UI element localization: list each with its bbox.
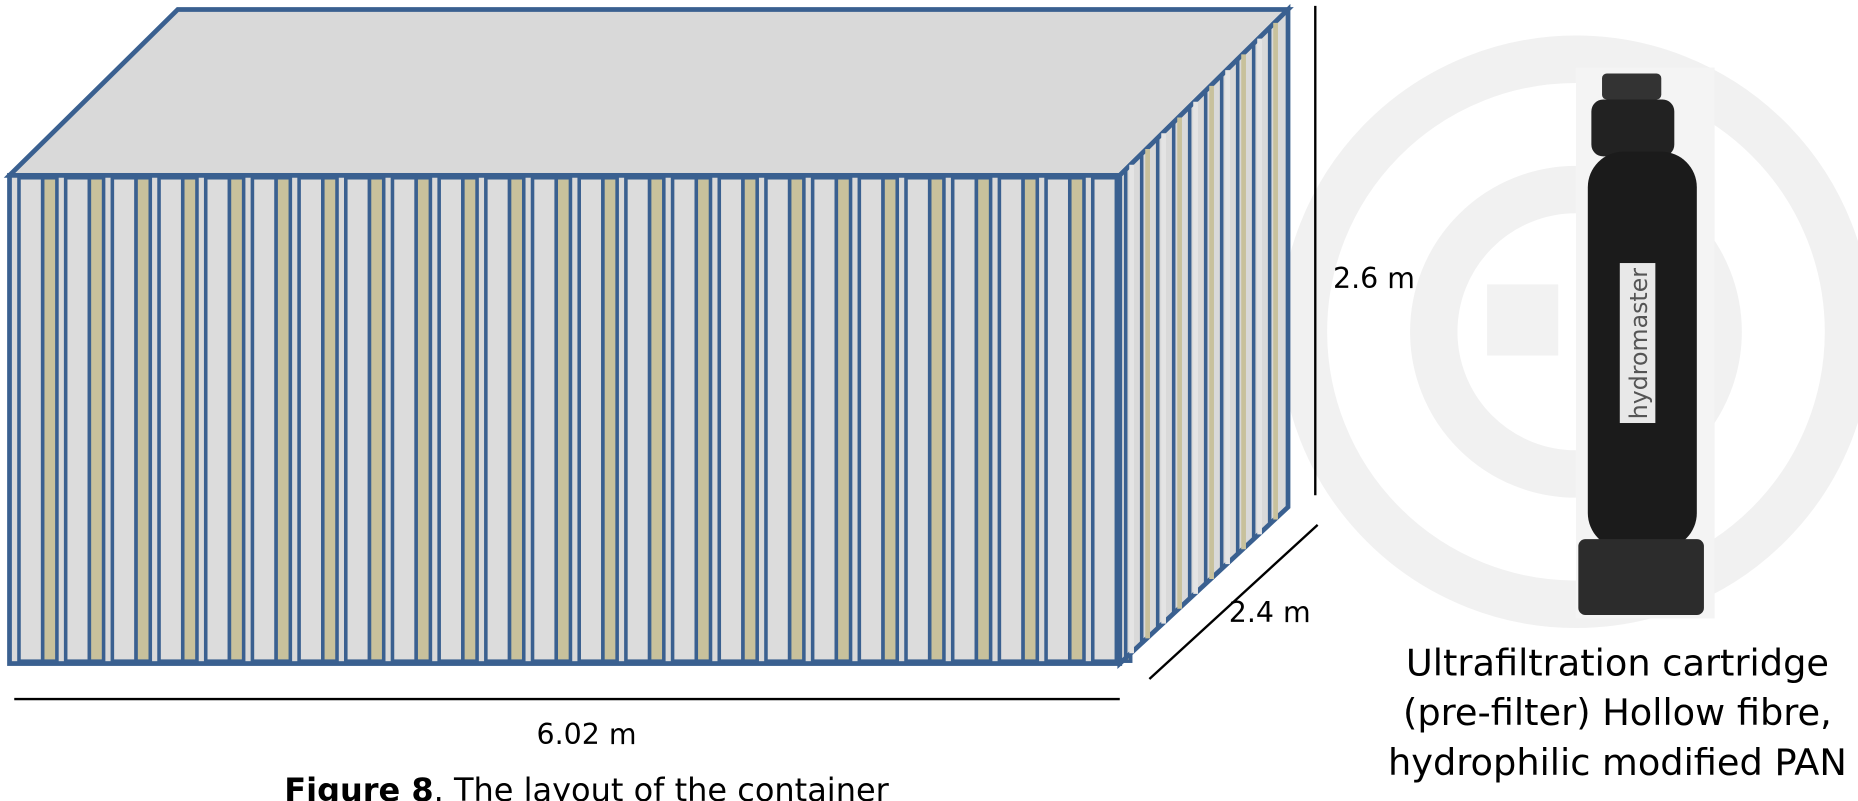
container xyxy=(10,9,1289,663)
rib-panel xyxy=(206,178,230,661)
rib-panel xyxy=(346,178,370,661)
rib-panel xyxy=(392,178,416,661)
rib-panel xyxy=(999,178,1023,661)
rib-strip xyxy=(43,178,57,661)
rib-panel xyxy=(906,178,930,661)
rib-panel xyxy=(533,178,557,661)
rib-strip xyxy=(416,178,430,661)
rib-strip xyxy=(790,178,804,661)
page: {"dimensions": {"height": "2.6 m", "dept… xyxy=(0,0,1858,801)
rib-panel xyxy=(486,178,510,661)
rib-strip xyxy=(136,178,150,661)
rib-panel xyxy=(66,178,90,661)
rib-strip xyxy=(463,178,477,661)
rib-panel xyxy=(626,178,650,661)
figure: 2.6 m 2.4 m 6.02 m Figure 8. The layout … xyxy=(0,0,1858,801)
rib-panel xyxy=(252,178,276,661)
rib-panel xyxy=(859,178,883,661)
rib-strip xyxy=(323,178,337,661)
rib-strip xyxy=(1023,178,1037,661)
rib-strip xyxy=(743,178,757,661)
rib-strip xyxy=(276,178,290,661)
figure-text: . The layout of the container xyxy=(434,771,890,801)
rib-strip xyxy=(603,178,617,661)
rib-strip xyxy=(976,178,990,661)
rib-strip xyxy=(229,178,243,661)
rib-strip xyxy=(556,178,570,661)
rib-panel xyxy=(673,178,697,661)
cartridge-caption: Ultrafiltration cartridge (pre-filter) Ho… xyxy=(1388,641,1847,784)
cartridge-base xyxy=(1578,539,1704,615)
caption-line: Ultrafiltration cartridge xyxy=(1406,641,1829,684)
rib-panel xyxy=(579,178,603,661)
caption-line: hydrophilic modified PAN xyxy=(1388,741,1847,784)
length-label: 6.02 m xyxy=(537,718,637,751)
valve-head xyxy=(1602,73,1661,99)
container-top xyxy=(10,9,1289,175)
rib-strip xyxy=(183,178,197,661)
rib-panel xyxy=(719,178,743,661)
rib-strip xyxy=(510,178,524,661)
height-label: 2.6 m xyxy=(1333,262,1415,295)
rib-panel xyxy=(813,178,837,661)
caption-line: (pre-filter) Hollow fibre, xyxy=(1403,691,1832,734)
rib-panel xyxy=(1046,178,1070,661)
rib-panel xyxy=(159,178,183,661)
figure-label: Figure 8 xyxy=(284,771,433,801)
watermark-square xyxy=(1487,284,1558,355)
rib-panel xyxy=(19,178,43,661)
rib-panel xyxy=(1093,178,1117,661)
brand-label: hydromaster xyxy=(1625,268,1653,420)
rib-panel xyxy=(766,178,790,661)
figure-caption: Figure 8. The layout of the container xyxy=(284,771,889,801)
rib-panel xyxy=(299,178,323,661)
rib-strip xyxy=(650,178,664,661)
rib-strip xyxy=(369,178,383,661)
valve-body xyxy=(1591,100,1674,157)
rib-strip xyxy=(883,178,897,661)
rib-strip xyxy=(89,178,103,661)
rib-panel xyxy=(953,178,977,661)
rib-strip xyxy=(836,178,850,661)
rib-strip xyxy=(1070,178,1084,661)
rib-strip xyxy=(930,178,944,661)
rib-panel xyxy=(439,178,463,661)
cartridge: hydromaster xyxy=(1576,68,1715,619)
rib-panel xyxy=(112,178,136,661)
rib-strip xyxy=(696,178,710,661)
depth-label: 2.4 m xyxy=(1229,596,1311,629)
